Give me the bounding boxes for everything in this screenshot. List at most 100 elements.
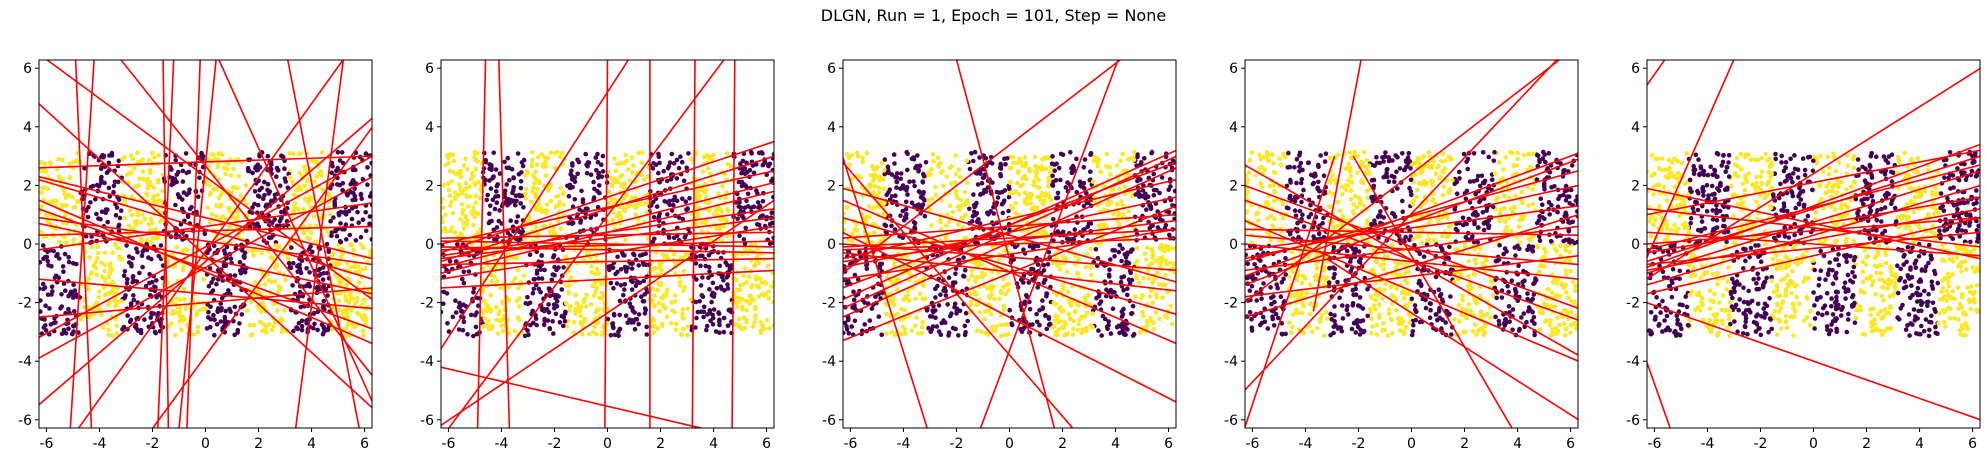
point-class-0 [257,187,262,193]
point-class-0 [756,222,762,228]
point-class-0 [172,176,178,182]
point-class-0 [202,231,208,237]
point-class-1 [716,191,721,196]
point-class-1 [733,300,738,305]
point-class-1 [443,212,448,218]
point-class-0 [505,155,511,161]
point-class-0 [723,260,728,265]
point-class-1 [530,157,535,163]
point-class-1 [1077,317,1082,322]
point-class-1 [657,264,663,269]
point-class-0 [930,324,936,329]
point-class-1 [1133,273,1139,278]
point-class-0 [265,153,271,159]
point-class-0 [621,253,626,258]
point-class-1 [1003,291,1009,297]
point-class-1 [140,212,145,217]
point-class-0 [967,166,973,172]
point-class-1 [657,308,663,314]
point-class-0 [45,258,50,264]
point-class-1 [309,230,314,236]
point-class-1 [645,174,650,179]
point-class-1 [459,233,464,238]
point-class-1 [297,170,302,176]
point-class-1 [1564,290,1569,295]
point-class-0 [1081,165,1087,170]
point-class-0 [450,314,456,320]
point-class-0 [261,196,266,202]
point-class-1 [1114,202,1120,207]
point-class-1 [361,245,366,250]
point-class-1 [1162,313,1168,318]
point-class-0 [473,324,479,330]
point-class-1 [761,291,767,296]
point-class-0 [453,310,459,315]
point-class-1 [99,260,104,265]
point-class-0 [1154,187,1159,193]
decision-line [843,231,1176,403]
point-class-1 [695,195,700,200]
point-class-1 [552,165,558,171]
point-class-0 [549,277,555,283]
decision-line [731,60,736,428]
point-class-0 [1149,149,1155,155]
point-class-0 [991,211,997,216]
point-class-1 [709,178,715,184]
point-class-0 [1035,285,1040,290]
point-class-0 [557,320,563,325]
point-class-0 [697,253,703,259]
point-class-0 [977,155,982,160]
point-class-0 [562,319,568,324]
point-class-0 [846,278,851,284]
point-class-1 [1045,191,1050,197]
point-class-1 [997,296,1002,302]
point-class-1 [554,194,559,199]
point-class-0 [552,272,557,278]
point-class-0 [851,289,856,295]
point-class-1 [1015,180,1020,186]
point-class-0 [665,212,670,217]
point-class-1 [669,300,674,305]
point-class-0 [876,314,882,320]
point-class-1 [106,274,112,280]
point-class-0 [641,299,647,304]
point-class-1 [1042,198,1048,203]
point-class-0 [1172,188,1176,194]
point-class-1 [1046,155,1051,161]
point-class-1 [739,306,745,312]
point-class-0 [508,218,513,223]
point-class-1 [449,179,455,184]
point-class-1 [156,152,161,158]
point-class-0 [527,252,533,257]
point-class-1 [127,208,133,213]
point-class-1 [129,194,135,199]
point-class-0 [1046,316,1052,322]
point-class-0 [47,306,52,311]
point-class-1 [95,250,101,256]
point-class-1 [467,184,472,189]
point-class-1 [1038,197,1044,203]
point-class-1 [307,194,313,200]
point-class-0 [1051,217,1056,222]
point-class-0 [456,327,462,332]
point-class-0 [636,321,641,327]
point-class-0 [969,219,975,224]
point-class-1 [1146,263,1152,268]
point-class-1 [150,235,156,241]
point-class-1 [207,182,213,188]
point-class-0 [705,312,710,317]
point-class-0 [130,255,135,261]
point-class-1 [904,293,909,299]
point-class-1 [584,292,589,298]
point-class-1 [56,156,61,162]
point-class-1 [1067,316,1073,322]
decision-line [441,240,774,248]
point-class-0 [70,295,76,300]
point-class-1 [126,223,132,228]
point-class-0 [212,332,217,338]
point-class-1 [1150,300,1156,306]
point-class-0 [666,163,672,169]
point-class-1 [596,271,601,276]
point-class-0 [514,198,519,204]
point-class-0 [616,333,621,339]
